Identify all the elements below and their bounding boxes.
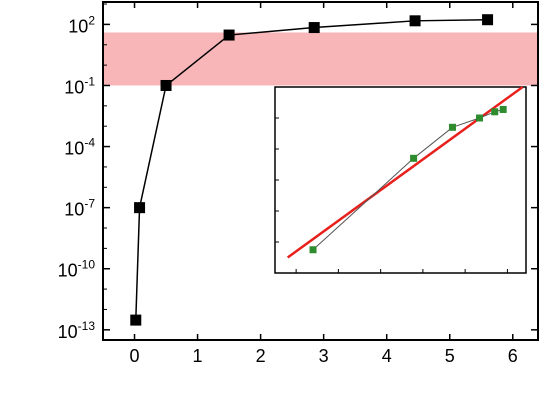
inset-fit-line xyxy=(286,85,524,259)
y-tick-label: 10-7 xyxy=(64,197,95,220)
y-tick-base: 10 xyxy=(58,322,78,342)
y-tick-label: 10-13 xyxy=(58,319,96,342)
main-data-point xyxy=(130,314,142,326)
main-data-point xyxy=(409,15,421,27)
useful-range-band xyxy=(104,32,537,86)
inset-data-point xyxy=(448,123,456,131)
main-data-point xyxy=(308,22,320,34)
inset-data-point xyxy=(476,114,484,122)
y-tick-base: 10 xyxy=(64,200,84,220)
y-tick-label: 10-4 xyxy=(64,136,95,159)
x-tick-label: 3 xyxy=(319,346,329,366)
inset-data-point xyxy=(499,105,507,113)
y-tick-label: 10-1 xyxy=(64,74,95,97)
x-tick-label: 0 xyxy=(130,346,140,366)
x-tick-label: 6 xyxy=(508,346,518,366)
y-tick-exponent: -10 xyxy=(78,258,96,272)
main-data-point xyxy=(160,79,172,91)
y-tick-label: 10-10 xyxy=(58,258,96,281)
inset-data-point xyxy=(491,108,499,116)
x-tick-label: 4 xyxy=(382,346,392,366)
y-tick-base: 10 xyxy=(64,139,84,159)
y-tick-exponent: 2 xyxy=(88,13,95,27)
main-data-point xyxy=(223,29,235,41)
main-plot-frame xyxy=(102,1,539,341)
y-tick-base: 10 xyxy=(64,77,84,97)
y-tick-label: 102 xyxy=(68,13,95,36)
y-tick-exponent: -1 xyxy=(84,74,95,88)
x-tick-label: 2 xyxy=(256,346,266,366)
inset-data-point xyxy=(410,154,418,162)
y-tick-exponent: -7 xyxy=(84,197,95,211)
x-tick-label: 5 xyxy=(445,346,455,366)
inset-data-point xyxy=(309,246,317,254)
y-tick-exponent: -13 xyxy=(78,319,96,333)
main-data-point xyxy=(134,202,146,214)
y-tick-base: 10 xyxy=(68,16,88,36)
y-tick-exponent: -4 xyxy=(84,136,95,150)
main-data-point xyxy=(482,14,494,26)
inset-plot-frame xyxy=(274,86,527,274)
x-tick-label: 1 xyxy=(193,346,203,366)
y-tick-base: 10 xyxy=(58,261,78,281)
